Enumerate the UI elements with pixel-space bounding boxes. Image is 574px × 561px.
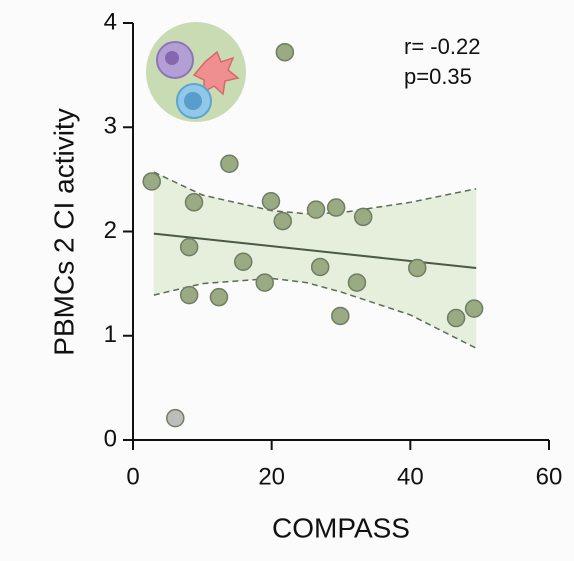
point xyxy=(184,193,204,212)
point xyxy=(261,192,281,211)
x-tick-label: 60 xyxy=(536,463,563,490)
x-tick-label: 20 xyxy=(258,463,285,490)
y-tick-label: 3 xyxy=(104,113,117,140)
y-tick-label: 2 xyxy=(104,217,117,244)
confidence-upper xyxy=(153,171,477,215)
point xyxy=(408,258,427,278)
y-tick-label: 4 xyxy=(104,8,117,35)
point xyxy=(347,273,367,292)
point xyxy=(209,287,229,307)
x-tick-label: 0 xyxy=(126,463,139,490)
annotation: r= -0.22 xyxy=(404,34,480,59)
point xyxy=(306,200,326,219)
point xyxy=(142,172,161,191)
point xyxy=(233,252,253,271)
point xyxy=(353,207,373,227)
annotation: p=0.35 xyxy=(404,64,472,89)
point xyxy=(331,306,350,326)
point xyxy=(166,408,185,428)
x-tick-label: 40 xyxy=(397,463,424,490)
point xyxy=(179,285,199,305)
point xyxy=(326,198,346,217)
point xyxy=(220,154,239,173)
point xyxy=(275,42,295,62)
y-tick-label: 1 xyxy=(104,321,117,348)
confidence-lower xyxy=(153,277,477,349)
point xyxy=(446,308,466,328)
y-axis-title: PBMCs 2 CI activity xyxy=(48,108,79,355)
x-axis-title: COMPASS xyxy=(272,512,410,543)
point xyxy=(255,273,274,292)
point xyxy=(179,237,199,257)
cells-icon xyxy=(146,22,246,122)
y-tick-label: 0 xyxy=(104,425,117,452)
point xyxy=(310,257,330,277)
point xyxy=(273,211,293,231)
point xyxy=(464,299,484,318)
